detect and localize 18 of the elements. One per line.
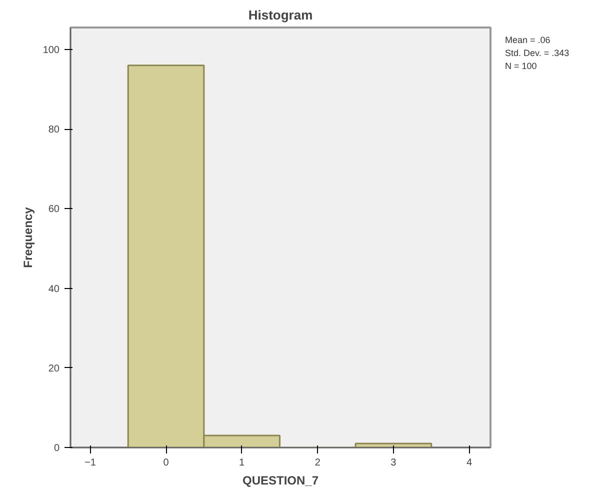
y-tick-label: 60	[48, 204, 60, 216]
y-tick-label: 40	[48, 284, 60, 295]
y-tick-label: 20	[48, 363, 60, 374]
y-tick-label: 100	[42, 44, 60, 56]
x-tick-label: 3	[390, 458, 397, 468]
y-axis-title: Frequency	[20, 206, 35, 268]
x-tick-label: −1	[84, 458, 96, 468]
x-tick-label: 4	[466, 458, 472, 468]
x-tick-label: 0	[163, 458, 170, 468]
text: Mean = .06	[505, 34, 552, 47]
text: Std. Dev. = .343	[505, 46, 570, 60]
x-axis-title: QUESTION_7	[242, 474, 319, 488]
text: N = 100	[505, 60, 538, 73]
x-tick-label: 1	[239, 458, 246, 468]
chart-title: Histogram	[248, 8, 313, 22]
x-tick-label: 2	[314, 458, 321, 468]
y-tick-label: 0	[54, 443, 60, 454]
y-tick-label: 80	[48, 124, 60, 136]
